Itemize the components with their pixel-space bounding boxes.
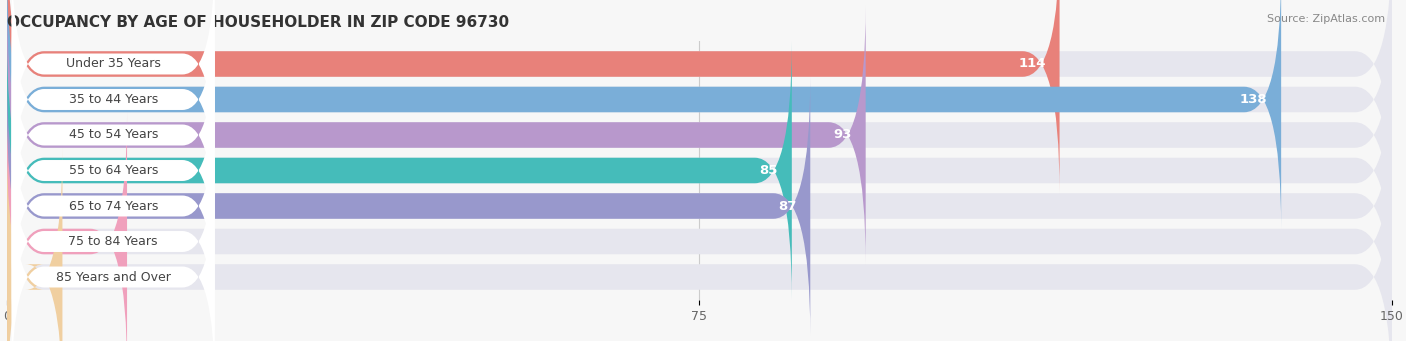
Text: 85: 85 bbox=[759, 164, 778, 177]
FancyBboxPatch shape bbox=[7, 77, 810, 335]
FancyBboxPatch shape bbox=[7, 6, 1392, 264]
FancyBboxPatch shape bbox=[11, 0, 215, 178]
FancyBboxPatch shape bbox=[11, 128, 215, 341]
FancyBboxPatch shape bbox=[7, 148, 62, 341]
FancyBboxPatch shape bbox=[7, 0, 1060, 193]
Text: 138: 138 bbox=[1240, 93, 1267, 106]
FancyBboxPatch shape bbox=[11, 57, 215, 284]
FancyBboxPatch shape bbox=[11, 92, 215, 320]
FancyBboxPatch shape bbox=[7, 6, 866, 264]
FancyBboxPatch shape bbox=[7, 0, 1281, 229]
Text: 75 to 84 Years: 75 to 84 Years bbox=[69, 235, 157, 248]
Text: Under 35 Years: Under 35 Years bbox=[66, 58, 160, 71]
FancyBboxPatch shape bbox=[7, 0, 1392, 193]
FancyBboxPatch shape bbox=[7, 0, 1392, 229]
Text: 65 to 74 Years: 65 to 74 Years bbox=[69, 199, 157, 212]
FancyBboxPatch shape bbox=[7, 41, 792, 300]
FancyBboxPatch shape bbox=[7, 77, 1392, 335]
FancyBboxPatch shape bbox=[7, 148, 1392, 341]
FancyBboxPatch shape bbox=[7, 112, 1392, 341]
Text: 93: 93 bbox=[834, 129, 852, 142]
FancyBboxPatch shape bbox=[11, 163, 215, 341]
FancyBboxPatch shape bbox=[7, 41, 1392, 300]
Text: 35 to 44 Years: 35 to 44 Years bbox=[69, 93, 157, 106]
Text: 45 to 54 Years: 45 to 54 Years bbox=[69, 129, 157, 142]
Text: 13: 13 bbox=[146, 235, 163, 248]
Text: 87: 87 bbox=[778, 199, 796, 212]
Text: 6: 6 bbox=[82, 270, 89, 283]
FancyBboxPatch shape bbox=[7, 112, 127, 341]
Text: 85 Years and Over: 85 Years and Over bbox=[56, 270, 170, 283]
Text: 55 to 64 Years: 55 to 64 Years bbox=[69, 164, 157, 177]
Text: OCCUPANCY BY AGE OF HOUSEHOLDER IN ZIP CODE 96730: OCCUPANCY BY AGE OF HOUSEHOLDER IN ZIP C… bbox=[7, 15, 509, 30]
FancyBboxPatch shape bbox=[11, 0, 215, 213]
FancyBboxPatch shape bbox=[11, 21, 215, 249]
Text: Source: ZipAtlas.com: Source: ZipAtlas.com bbox=[1267, 14, 1385, 24]
Text: 114: 114 bbox=[1018, 58, 1046, 71]
